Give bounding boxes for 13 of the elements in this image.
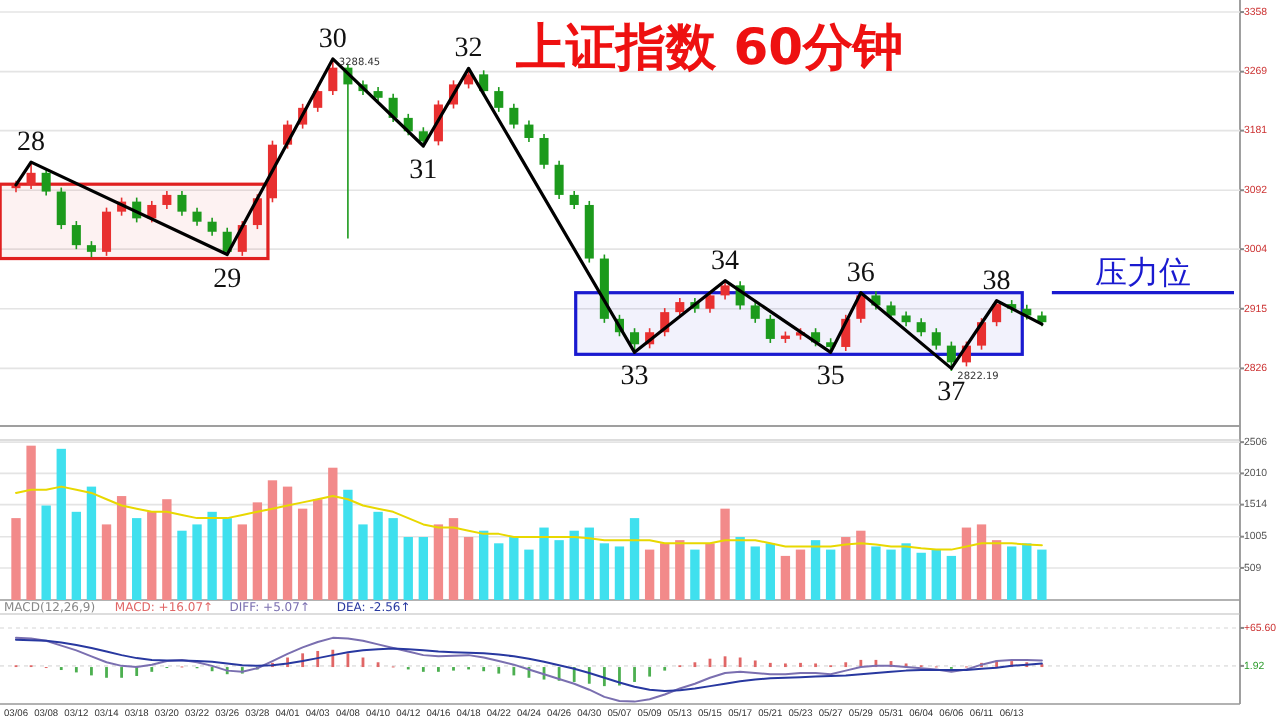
ref-line-label: 压力位 [1094,252,1191,291]
annotation: 29 [213,264,242,295]
annotation: 31 [409,156,438,187]
annotation: 35 [816,362,845,393]
annotation: 28 [17,128,46,159]
annotation: 33 [620,362,649,393]
annotation: 38 [982,266,1011,297]
annotation: 37 [937,378,966,409]
annotation: 34 [711,246,740,277]
chart-title: 上证指数 60分钟 [514,18,903,76]
annotation: 32 [454,34,483,65]
annotation: 30 [318,24,347,55]
annotation: 36 [846,258,875,289]
